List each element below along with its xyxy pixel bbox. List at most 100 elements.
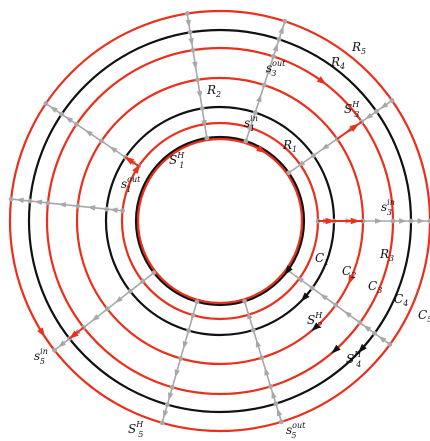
ring-r2 xyxy=(120,121,320,321)
connector-node xyxy=(243,138,249,144)
connector-node xyxy=(178,356,183,361)
red-edge xyxy=(68,326,85,340)
connector-arrowhead xyxy=(182,340,189,350)
connector-arrowhead xyxy=(64,116,74,124)
connector-arrowhead xyxy=(138,277,147,286)
connector-arrowhead xyxy=(84,129,94,137)
connector-node xyxy=(389,98,395,103)
connector-arrowhead xyxy=(58,340,67,348)
ring-direction-arrow xyxy=(331,344,341,354)
connector-arrowhead xyxy=(192,61,198,70)
connector-arrowhead xyxy=(109,207,118,213)
connector-arrowhead xyxy=(272,43,278,52)
connector-spoke xyxy=(184,11,210,141)
label-c1: C1 xyxy=(315,251,329,267)
connector-arrowhead xyxy=(247,122,253,131)
ring-direction-arrow xyxy=(316,76,327,85)
red-edge xyxy=(334,217,363,225)
red-edge-arrowhead xyxy=(124,156,135,165)
connector-node xyxy=(204,135,210,141)
ring-direction-arrow xyxy=(37,327,46,338)
connector-node xyxy=(271,54,276,59)
connector-arrowhead xyxy=(34,199,43,206)
connector-arrowhead xyxy=(375,218,383,224)
connector-arrowhead xyxy=(87,205,96,211)
ring-direction-arrow xyxy=(311,322,321,332)
connector-arrowhead xyxy=(343,310,352,318)
connector-node xyxy=(52,347,57,353)
connector-arrowhead xyxy=(188,37,194,47)
label-r5: R5 xyxy=(351,40,366,56)
connector-node xyxy=(273,401,279,407)
red-edge-arrowhead xyxy=(69,330,79,339)
connector-node xyxy=(333,302,339,308)
connector-arrowhead xyxy=(399,218,407,224)
ring-direction-arrow xyxy=(300,292,310,302)
label-s1-in: sin 1 xyxy=(244,114,258,133)
label-r3: R3 xyxy=(379,247,394,263)
connector-node xyxy=(8,196,14,202)
connector-node xyxy=(390,218,396,224)
label-r2: R2 xyxy=(206,83,221,99)
connector-arrowhead xyxy=(319,293,329,301)
label-s3-out: sout 3 xyxy=(266,59,286,78)
connector-arrowhead xyxy=(417,218,426,224)
red-edge xyxy=(124,156,140,168)
ring-direction-arrows xyxy=(37,76,367,354)
label-s2-h: SH 2 xyxy=(307,311,323,330)
connector-node xyxy=(286,170,292,176)
connector-node xyxy=(190,47,196,53)
label-c2: C2 xyxy=(342,264,356,280)
connector-node xyxy=(187,29,193,35)
connector-node xyxy=(357,320,363,326)
red-edge-arrowhead xyxy=(349,123,360,132)
connector-node xyxy=(252,110,258,115)
connector-node xyxy=(151,270,157,276)
labels: R1 R2 R3 R4 R5 C1 C2 C3 C4 C5 SH1 SH2 SH… xyxy=(34,40,430,440)
connector-arrowhead xyxy=(247,310,253,320)
ring-direction-arrow xyxy=(132,163,141,174)
connector-node xyxy=(310,153,316,159)
connector-arrowhead xyxy=(264,367,270,376)
label-c5: C5 xyxy=(418,308,430,324)
connector-spoke xyxy=(243,18,288,144)
red-edge xyxy=(318,217,336,225)
connector-arrowhead xyxy=(321,143,330,151)
connector-node xyxy=(282,18,288,24)
connector-arrowhead xyxy=(168,392,174,401)
connector-spoke xyxy=(242,298,284,425)
connector-arrowhead xyxy=(174,369,180,378)
label-s1-h: SH 1 xyxy=(169,151,185,170)
connector-arrowhead xyxy=(162,410,169,419)
connector-arrowhead xyxy=(380,102,389,109)
connector-arrowhead xyxy=(297,160,306,168)
connector-node xyxy=(59,111,65,117)
connector-arrowhead xyxy=(190,312,197,321)
connector-node xyxy=(261,82,267,88)
label-r1: R1 xyxy=(282,138,297,154)
connector-node xyxy=(199,106,205,111)
connector-arrowhead xyxy=(276,407,283,417)
connector-node xyxy=(120,208,125,214)
connector-arrowhead xyxy=(15,197,24,204)
ring-direction-arrow xyxy=(348,274,356,285)
connector-arrowhead xyxy=(91,314,100,322)
connector-node xyxy=(276,36,282,42)
connector-node xyxy=(74,121,79,127)
connector-node xyxy=(259,355,265,361)
connector-node xyxy=(104,206,110,212)
label-s5-h: SH 5 xyxy=(128,420,144,439)
label-s3-h: SH 3 xyxy=(344,100,360,119)
connector-node xyxy=(372,330,377,336)
ring-direction-arrow xyxy=(357,343,367,354)
label-c3: C3 xyxy=(368,279,382,295)
connector-node xyxy=(427,218,430,224)
label-s4-h: SH 4 xyxy=(346,350,362,369)
connector-node xyxy=(75,203,81,209)
label-r4: R4 xyxy=(330,55,345,71)
connector-node xyxy=(164,402,170,408)
ring-r1 xyxy=(136,137,304,305)
connector-node xyxy=(184,11,190,16)
connector-node xyxy=(27,198,33,204)
